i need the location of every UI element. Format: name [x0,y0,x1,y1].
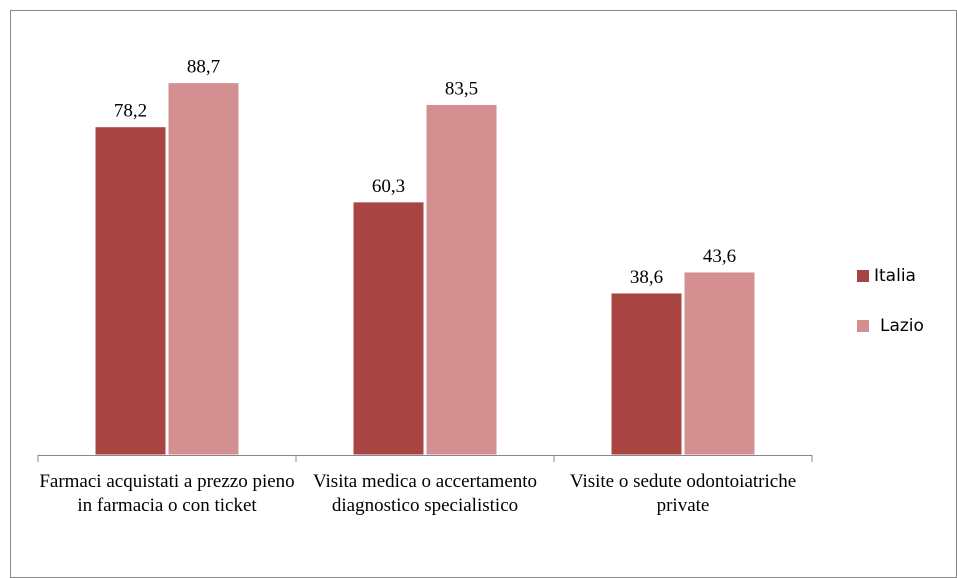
bar [683,271,756,456]
data-label: 78,2 [114,101,147,122]
legend-swatch [857,320,869,332]
data-label: 83,5 [445,78,478,99]
x-tick-label: Farmaci acquistati a prezzo pieno in far… [39,471,295,516]
bar [425,103,498,456]
legend-label: Italia [874,266,916,286]
x-tick-label: Visita medica o accertamento diagnostico… [312,471,538,516]
legend-swatch [857,270,869,282]
x-tick-label: Visite o sedute odontoiatriche private [569,471,797,516]
data-label: 88,7 [187,57,220,78]
bar [610,292,683,456]
legend-label: Lazio [880,316,924,336]
data-label: 60,3 [372,176,405,197]
data-label: 38,6 [630,267,663,288]
data-label: 43,6 [703,246,736,267]
bar [352,201,425,456]
bar [167,82,240,456]
bar [94,126,167,456]
